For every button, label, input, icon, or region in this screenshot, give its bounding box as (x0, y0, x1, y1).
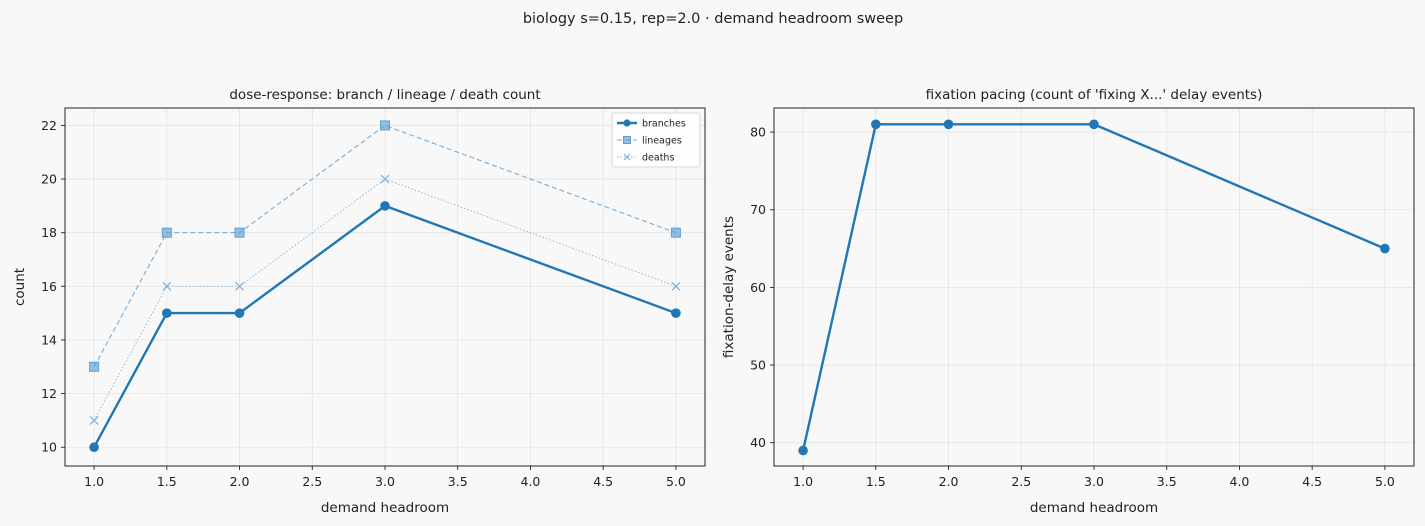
dose-response-xlabel: demand headroom (321, 500, 449, 516)
lineages-point (234, 227, 245, 238)
x-tick-label: 5.0 (666, 474, 686, 489)
x-tick-label: 3.5 (448, 474, 468, 489)
legend-deaths-marker (623, 153, 631, 161)
legend-box (611, 112, 701, 168)
dose-response-ylabel: count (12, 268, 28, 306)
x-tick-label: 2.0 (939, 474, 959, 489)
x-tick-label: 3.5 (1157, 474, 1177, 489)
x-tick-label: 2.5 (302, 474, 322, 489)
fixation-pacing-panel: fixation pacing (count of 'fixing X...' … (721, 87, 1415, 516)
y-tick-label: 20 (41, 172, 57, 187)
y-tick-label: 14 (41, 332, 57, 347)
y-tick-label: 22 (41, 118, 57, 133)
y-tick-label: 16 (41, 279, 57, 294)
y-tick-label: 70 (750, 202, 766, 217)
legend-lineages-marker (623, 136, 631, 144)
branches-point (234, 308, 245, 318)
x-tick-label: 4.5 (1302, 474, 1322, 489)
deaths-point (89, 415, 99, 425)
fixation-pacing-ylabel: fixation-delay events (721, 216, 737, 358)
x-tick-label: 5.0 (1375, 474, 1395, 489)
legend-branches-marker (623, 119, 631, 127)
x-tick-label: 1.5 (866, 474, 886, 489)
x-tick-label: 4.5 (593, 474, 613, 489)
x-tick-label: 4.0 (1230, 474, 1250, 489)
legend-branches-label: branches (642, 119, 686, 130)
x-tick-label: 4.0 (521, 474, 541, 489)
lineages-point (670, 227, 681, 238)
x-tick-label: 1.0 (84, 474, 104, 489)
axes-frame (773, 107, 1415, 467)
y-tick-label: 12 (41, 386, 57, 401)
y-tick-label: 40 (750, 435, 766, 450)
y-tick-label: 80 (750, 125, 766, 140)
dose-response-panel: dose-response: branch / lineage / death … (12, 87, 706, 516)
dose-response-title: dose-response: branch / lineage / death … (229, 87, 540, 103)
legend: branches lineages deaths (611, 112, 701, 168)
lineages-point (161, 227, 172, 238)
series-point (1380, 243, 1390, 254)
x-tick-label: 2.5 (1011, 474, 1031, 489)
series-point (1089, 119, 1099, 130)
y-tick-label: 18 (41, 225, 57, 240)
lineages-point (89, 361, 100, 372)
deaths-point (235, 281, 244, 291)
x-tick-label: 3.0 (375, 474, 395, 489)
x-tick-label: 1.0 (793, 474, 813, 489)
legend-lineages-label: lineages (642, 136, 682, 147)
axes-frame (64, 107, 706, 467)
series-point (871, 119, 881, 130)
fixation-pacing-xlabel: demand headroom (1030, 500, 1158, 516)
branches-point (162, 308, 172, 318)
legend-deaths-label: deaths (642, 153, 674, 164)
deaths-point (671, 281, 681, 291)
series-point (798, 445, 808, 456)
x-tick-label: 3.0 (1084, 474, 1104, 489)
x-tick-label: 1.5 (157, 474, 177, 489)
series-point (943, 119, 954, 130)
deaths-point (380, 174, 390, 184)
y-tick-label: 50 (750, 358, 766, 373)
lineages-point (380, 120, 390, 131)
deaths-point (162, 281, 172, 291)
figure-suptitle: biology s=0.15, rep=2.0 · demand headroo… (523, 11, 903, 27)
branches-point (671, 308, 681, 318)
x-tick-label: 2.0 (230, 474, 250, 489)
branches-point (89, 442, 99, 453)
y-tick-label: 60 (750, 280, 766, 295)
fixation-pacing-title: fixation pacing (count of 'fixing X...' … (926, 87, 1263, 103)
y-tick-label: 10 (41, 440, 57, 455)
branches-point (380, 201, 390, 211)
